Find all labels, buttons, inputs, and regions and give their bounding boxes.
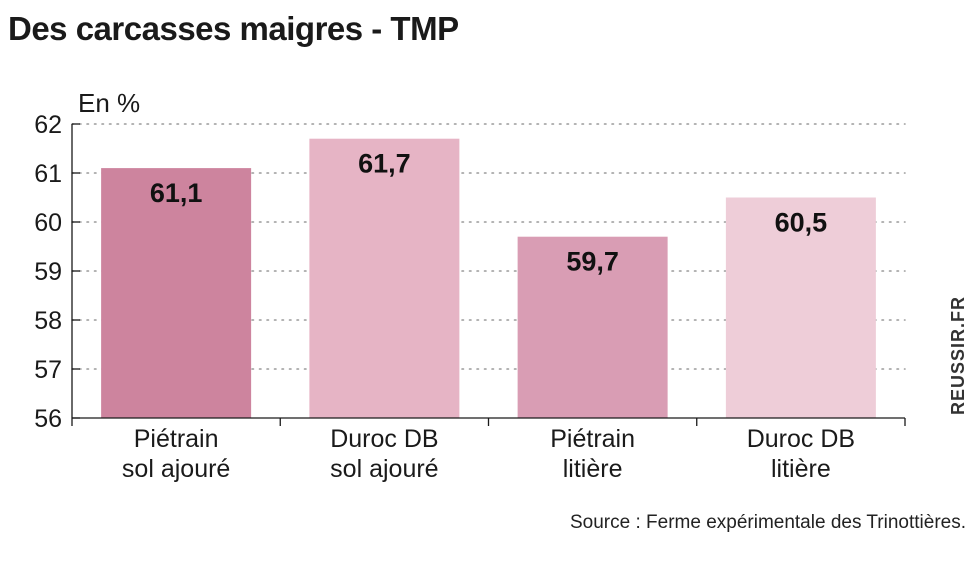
x-tick-label: Duroc DB sol ajouré [330,425,438,483]
source-note: Source : Ferme expérimentale des Trinott… [569,512,966,533]
x-tick-label: Piétrain litière [550,425,635,483]
bar [101,168,252,418]
x-axis: Piétrain sol ajouré Duroc DB sol ajouré Piét… [71,417,906,483]
y-axis-label: En % [78,88,140,118]
y-tick-label: 56 [34,405,62,433]
x-tick-label: Duroc DB litière [747,425,855,483]
data-label: 61,7 [358,149,411,179]
data-label: 60,5 [775,208,828,238]
chart-title: Des carcasses maigres - TMP [8,10,459,47]
x-tick-label: Piétrain sol ajouré [122,425,230,483]
bar [517,236,668,418]
watermark: REUSSIR.FR [948,295,968,415]
y-tick-label: 62 [34,111,62,139]
bar [309,138,460,418]
y-axis: En % 56 57 58 59 60 61 62 [34,88,140,433]
y-tick-label: 57 [34,356,62,384]
y-tick-label: 59 [34,258,62,286]
y-tick-label: 60 [34,209,62,237]
data-label: 61,1 [150,178,203,208]
y-tick-label: 58 [34,307,62,335]
y-tick-label: 61 [34,160,62,188]
data-label: 59,7 [566,247,619,277]
bar [725,197,876,418]
bars: 61,1 61,7 59,7 60,5 [101,138,876,418]
